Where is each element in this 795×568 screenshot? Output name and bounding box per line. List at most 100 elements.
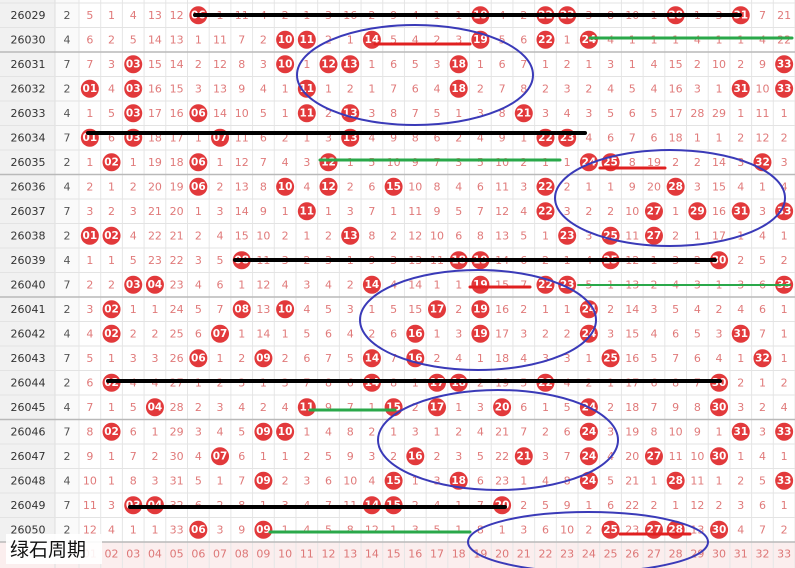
omission: 1 xyxy=(585,352,592,365)
omission: 8 xyxy=(368,229,375,242)
ball-number: 10 xyxy=(278,58,293,70)
omission: 29 xyxy=(170,425,184,438)
ball-number: 33 xyxy=(777,83,792,95)
omission: 7 xyxy=(390,82,397,95)
omission: 5 xyxy=(303,327,310,340)
omission: 4 xyxy=(238,401,245,414)
ball-number: 27 xyxy=(647,450,662,462)
omission: 2 xyxy=(607,401,614,414)
omission: 6 xyxy=(260,131,267,144)
omission: 7 xyxy=(759,327,766,340)
ball-number: 25 xyxy=(603,524,618,536)
omission: 11 xyxy=(755,107,769,120)
omission: 15 xyxy=(625,327,639,340)
omission: 7 xyxy=(347,401,354,414)
omission: 3 xyxy=(368,450,375,463)
ball xyxy=(406,324,425,343)
header-number: 18 xyxy=(452,548,466,561)
count: 7 xyxy=(64,499,71,512)
omission: 7 xyxy=(434,156,441,169)
omission: 4 xyxy=(368,131,375,144)
omission: 4 xyxy=(282,278,289,291)
omission: 1 xyxy=(303,229,310,242)
omission: 1 xyxy=(130,523,137,536)
header-number: 24 xyxy=(582,548,596,561)
omission: 1 xyxy=(151,523,158,536)
omission: 6 xyxy=(520,401,527,414)
omission: 8 xyxy=(629,156,636,169)
header-number: 12 xyxy=(322,548,336,561)
ball xyxy=(232,300,251,319)
omission: 21 xyxy=(777,9,791,22)
omission: 1 xyxy=(781,352,788,365)
omission: 1 xyxy=(455,278,462,291)
header-number: 22 xyxy=(538,548,552,561)
ball-number: 13 xyxy=(343,58,358,70)
omission: 6 xyxy=(325,474,332,487)
ball-number: 02 xyxy=(104,426,119,438)
ball xyxy=(384,177,403,196)
period: 26043 xyxy=(11,352,46,365)
omission: 3 xyxy=(781,156,788,169)
omission: 5 xyxy=(195,474,202,487)
omission: 15 xyxy=(148,58,162,71)
omission: 15 xyxy=(235,229,249,242)
ball-number: 18 xyxy=(451,475,466,487)
count: 2 xyxy=(64,82,71,95)
omission: 2 xyxy=(151,327,158,340)
ball-number: 18 xyxy=(451,83,466,95)
omission: 22 xyxy=(148,229,162,242)
omission: 1 xyxy=(716,425,723,438)
omission: 3 xyxy=(195,82,202,95)
omission: 1 xyxy=(716,131,723,144)
ball-number: 17 xyxy=(430,401,445,413)
count: 4 xyxy=(64,180,71,193)
omission: 4 xyxy=(325,425,332,438)
omission: 2 xyxy=(238,352,245,365)
period: 26049 xyxy=(11,499,46,512)
omission: 4 xyxy=(520,205,527,218)
ball xyxy=(449,471,468,490)
omission: 4 xyxy=(477,131,484,144)
omission: 1 xyxy=(108,254,115,267)
omission: 1 xyxy=(151,425,158,438)
omission: 4 xyxy=(650,82,657,95)
period: 26044 xyxy=(11,376,46,389)
omission: 4 xyxy=(303,523,310,536)
omission: 12 xyxy=(408,229,422,242)
omission: 6 xyxy=(238,450,245,463)
omission: 1 xyxy=(737,107,744,120)
omission: 2 xyxy=(520,303,527,316)
omission: 4 xyxy=(737,523,744,536)
omission: 1 xyxy=(564,156,571,169)
omission: 1 xyxy=(477,58,484,71)
omission: 4 xyxy=(781,401,788,414)
ball-number: 23 xyxy=(560,230,575,242)
omission: 1 xyxy=(455,107,462,120)
omission: 1 xyxy=(303,58,310,71)
omission: 2 xyxy=(130,180,137,193)
omission: 2 xyxy=(282,352,289,365)
ball xyxy=(297,30,316,49)
omission: 6 xyxy=(629,107,636,120)
omission: 1 xyxy=(585,180,592,193)
header-number: 09 xyxy=(256,548,270,561)
count: 4 xyxy=(64,254,71,267)
omission: 1 xyxy=(781,499,788,512)
omission: 2 xyxy=(781,131,788,144)
omission: 12 xyxy=(365,523,379,536)
omission: 9 xyxy=(347,450,354,463)
ball xyxy=(753,349,772,368)
omission: 2 xyxy=(151,450,158,463)
omission: 16 xyxy=(712,205,726,218)
ball-number: 33 xyxy=(777,58,792,70)
omission: 26 xyxy=(170,352,184,365)
ball-number: 11 xyxy=(300,34,315,46)
ball xyxy=(211,447,230,466)
ball-number: 06 xyxy=(191,352,206,364)
omission: 2 xyxy=(390,450,397,463)
count: 7 xyxy=(64,352,71,365)
omission: 1 xyxy=(347,33,354,46)
omission: 4 xyxy=(455,352,462,365)
omission: 8 xyxy=(694,401,701,414)
